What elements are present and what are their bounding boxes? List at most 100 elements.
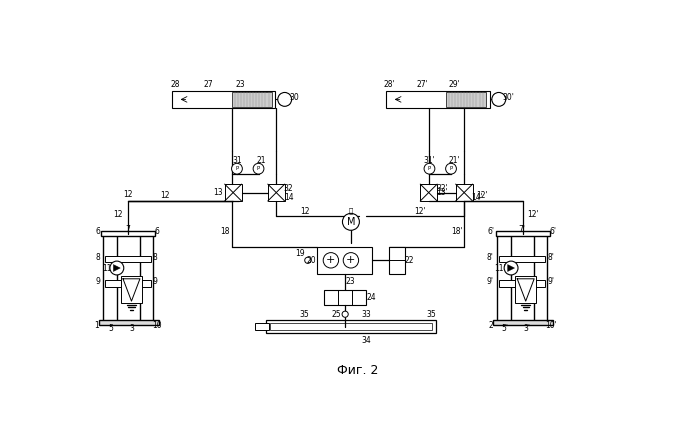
- Circle shape: [446, 163, 456, 174]
- Text: +: +: [346, 255, 356, 265]
- Text: 8: 8: [95, 253, 100, 262]
- Text: 3: 3: [130, 324, 135, 332]
- Text: Фиг. 2: Фиг. 2: [337, 364, 379, 377]
- Bar: [99, 321, 159, 325]
- Bar: [447, 92, 486, 107]
- Circle shape: [342, 311, 348, 317]
- Circle shape: [343, 213, 359, 230]
- Text: 10': 10': [545, 321, 557, 330]
- Bar: [268, 184, 284, 201]
- Circle shape: [110, 261, 124, 275]
- Text: 24: 24: [366, 293, 376, 302]
- Text: P: P: [257, 166, 260, 171]
- Polygon shape: [123, 279, 140, 301]
- Text: 7': 7': [519, 225, 526, 234]
- Circle shape: [492, 92, 505, 106]
- Text: 7: 7: [125, 225, 130, 234]
- Text: 29': 29': [449, 80, 461, 89]
- Text: 6': 6': [488, 227, 495, 236]
- Bar: [224, 184, 242, 201]
- Circle shape: [424, 163, 435, 174]
- Text: 8: 8: [153, 253, 158, 262]
- Bar: [254, 324, 268, 329]
- Text: 14: 14: [284, 192, 294, 202]
- Text: 20: 20: [306, 256, 316, 265]
- Polygon shape: [517, 279, 534, 301]
- Polygon shape: [507, 265, 514, 271]
- Text: 34: 34: [361, 336, 371, 345]
- Bar: [105, 280, 151, 287]
- Text: 12': 12': [415, 206, 426, 215]
- Text: 12': 12': [476, 191, 488, 200]
- Text: 31': 31': [424, 156, 435, 165]
- Text: 9: 9: [95, 277, 100, 286]
- Circle shape: [504, 261, 518, 275]
- Text: 11': 11': [494, 264, 506, 273]
- Bar: [270, 323, 432, 330]
- Text: 9: 9: [153, 277, 158, 286]
- Bar: [101, 231, 155, 237]
- Bar: [499, 280, 545, 287]
- Circle shape: [323, 253, 338, 268]
- Text: 2: 2: [489, 321, 493, 330]
- Text: 8': 8': [548, 253, 554, 262]
- Bar: [499, 256, 545, 262]
- Text: 11: 11: [102, 264, 112, 273]
- Text: P: P: [449, 166, 453, 171]
- Text: 30': 30': [503, 92, 514, 102]
- Bar: [105, 256, 151, 262]
- Bar: [420, 184, 437, 201]
- Text: 19: 19: [295, 249, 305, 258]
- Circle shape: [305, 257, 311, 263]
- Text: 35: 35: [300, 310, 310, 320]
- Bar: [324, 290, 366, 305]
- Bar: [266, 321, 435, 333]
- Bar: [493, 321, 554, 325]
- Text: M: M: [347, 217, 355, 227]
- Text: 6: 6: [154, 227, 159, 236]
- Text: 12: 12: [124, 190, 133, 199]
- Text: 13: 13: [214, 188, 223, 197]
- Text: 21': 21': [448, 156, 460, 165]
- Text: 12': 12': [527, 210, 538, 219]
- Text: 8': 8': [487, 253, 493, 262]
- Text: 35: 35: [427, 310, 437, 320]
- Circle shape: [278, 92, 291, 106]
- Text: 9': 9': [547, 277, 554, 286]
- Text: 18': 18': [452, 227, 463, 236]
- Text: 10: 10: [152, 321, 161, 330]
- Text: 21: 21: [257, 156, 266, 165]
- Text: 9': 9': [487, 277, 493, 286]
- Text: 27': 27': [417, 80, 428, 89]
- Text: +: +: [326, 255, 336, 265]
- Text: 18: 18: [220, 227, 229, 236]
- Text: 23: 23: [236, 80, 245, 89]
- Text: 12: 12: [114, 210, 123, 219]
- Circle shape: [343, 253, 359, 268]
- Text: 32: 32: [284, 184, 294, 193]
- Text: 3': 3': [523, 324, 530, 332]
- Text: 12: 12: [160, 191, 169, 200]
- Text: 33: 33: [361, 310, 371, 320]
- Text: 32': 32': [436, 184, 447, 193]
- Text: P: P: [428, 166, 431, 171]
- Bar: [232, 92, 272, 107]
- Text: 27: 27: [203, 80, 213, 89]
- Bar: [386, 91, 489, 108]
- Bar: [456, 184, 473, 201]
- Text: 13': 13': [436, 188, 447, 197]
- Text: 6: 6: [96, 227, 101, 236]
- Text: P: P: [236, 166, 238, 171]
- Text: 22: 22: [405, 256, 415, 265]
- Bar: [515, 276, 537, 304]
- Text: 31: 31: [232, 156, 242, 165]
- Bar: [496, 231, 549, 237]
- Text: 25: 25: [331, 310, 340, 319]
- Bar: [121, 276, 143, 304]
- Bar: [171, 91, 275, 108]
- Circle shape: [253, 163, 264, 174]
- Text: 5': 5': [501, 324, 508, 332]
- Text: 5: 5: [108, 324, 113, 332]
- Bar: [317, 247, 373, 274]
- Text: Ⓜ: Ⓜ: [349, 207, 353, 214]
